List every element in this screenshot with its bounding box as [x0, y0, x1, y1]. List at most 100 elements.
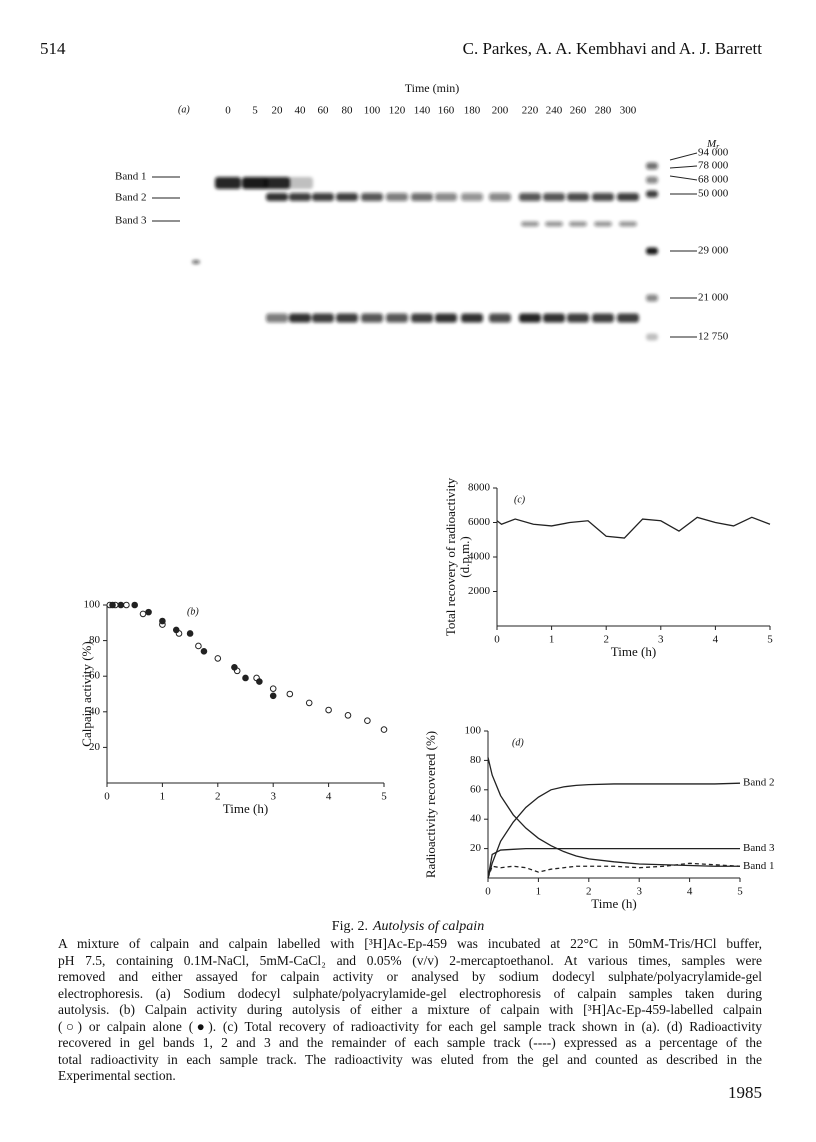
- data-point: [256, 678, 263, 685]
- y-tick-label: 60: [89, 670, 101, 682]
- x-tick-label: 1: [160, 791, 166, 803]
- lane-label: 80: [342, 105, 354, 117]
- gel-band: [361, 313, 383, 323]
- gel-band: [289, 193, 311, 201]
- data-point: [131, 601, 138, 609]
- data-line: [496, 516, 771, 539]
- y-tick-label: 80: [470, 754, 482, 766]
- gel-band: [646, 333, 658, 341]
- x-tick-label: 4: [326, 791, 332, 803]
- gel-band: [519, 313, 541, 323]
- data-point: [269, 685, 277, 692]
- marker-label: 94 000: [698, 147, 729, 159]
- gel-band: [592, 193, 614, 201]
- data-point: [305, 699, 313, 707]
- data-point: [195, 642, 202, 650]
- data-line: [487, 782, 741, 879]
- lane-label: 280: [595, 105, 612, 117]
- gel-band: [435, 193, 457, 201]
- gel-band: [619, 221, 637, 227]
- marker-label: 78 000: [698, 160, 729, 172]
- caption-line: electrophoresis. (a) Sodium dodecyl sulp…: [58, 985, 762, 1001]
- y-tick-label: 80: [89, 634, 101, 646]
- y-tick-label: 60: [470, 783, 482, 795]
- gel-band: [215, 177, 241, 189]
- panel-label: (d): [512, 737, 524, 748]
- panel-label: (c): [514, 494, 526, 505]
- x-tick-label: 3: [636, 886, 642, 898]
- gel-band: [461, 313, 483, 323]
- gel-band: [192, 260, 200, 264]
- caption-line: (○) or calpain alone (●). (c) Total reco…: [58, 1018, 762, 1034]
- lane-label: 160: [438, 105, 455, 117]
- data-point: [139, 610, 147, 618]
- gel-band: [594, 221, 612, 227]
- gel-band: [312, 313, 334, 323]
- x-tick-label: 3: [270, 791, 276, 803]
- y-tick-label: 100: [84, 599, 101, 611]
- y-axis-label: Radioactivity recovered (%): [423, 731, 438, 878]
- gel-band: [489, 193, 511, 201]
- x-tick-label: 0: [494, 634, 500, 646]
- gel-band: [567, 313, 589, 323]
- gel-band: [386, 193, 408, 201]
- gel-band: [646, 190, 658, 198]
- gel-band: [461, 193, 483, 201]
- gel-band: [519, 193, 541, 201]
- footer-page-number: 1985: [728, 1083, 762, 1102]
- y-tick-label: 4000: [468, 551, 491, 563]
- gel-band: [336, 313, 358, 323]
- gel-band: [569, 221, 587, 227]
- gel-band: [646, 294, 658, 302]
- gel-band: [266, 313, 288, 323]
- lane-label: 240: [546, 105, 563, 117]
- caption-label: Fig. 2.: [332, 919, 368, 934]
- y-axis-label: (d.p.m.): [457, 536, 472, 578]
- gel-band: [543, 193, 565, 201]
- gel-band: [361, 193, 383, 201]
- marker-pointer: [669, 152, 698, 161]
- caption-line: recovered in gel bands 1, 2 and 3 and th…: [58, 1035, 762, 1050]
- gel-band: [336, 193, 358, 201]
- caption-line: Experimental section.: [58, 1068, 176, 1083]
- x-tick-label: 2: [215, 791, 221, 803]
- gel-band: [489, 313, 511, 323]
- data-point: [364, 717, 371, 725]
- data-point: [200, 647, 208, 655]
- x-tick-label: 0: [104, 791, 110, 803]
- x-tick-label: 4: [687, 886, 693, 898]
- lane-label: 120: [389, 105, 406, 117]
- authors: C. Parkes, A. A. Kembhavi and A. J. Barr…: [463, 39, 763, 58]
- data-point: [172, 626, 180, 634]
- y-tick-label: 100: [465, 725, 482, 737]
- y-tick-label: 6000: [468, 516, 491, 528]
- marker-title-main: M: [706, 138, 717, 150]
- gel-axis-title: Time (min): [405, 81, 460, 95]
- gel-band: [312, 193, 334, 201]
- data-point: [231, 664, 238, 671]
- marker-title: Mr: [706, 138, 720, 151]
- lane-label: 140: [414, 105, 431, 117]
- y-tick-label: 2000: [468, 585, 491, 597]
- x-axis-label: Time (h): [223, 801, 268, 816]
- gel-band: [646, 162, 658, 170]
- band-label: Band 1: [115, 171, 146, 183]
- lane-label: 300: [620, 105, 637, 117]
- x-tick-label: 4: [713, 634, 719, 646]
- gel-band: [617, 193, 639, 201]
- y-axis-label: Calpain activity (%): [79, 641, 94, 746]
- marker-label: 12 750: [698, 331, 729, 343]
- line-label: Band 1: [743, 860, 774, 872]
- lane-label: 40: [295, 105, 307, 117]
- caption-line: A mixture of calpain and calpain labelle…: [58, 936, 762, 951]
- gel-band: [543, 313, 565, 323]
- x-tick-label: 1: [536, 886, 542, 898]
- x-tick-label: 5: [767, 634, 773, 646]
- gel-band: [264, 177, 290, 189]
- data-point: [380, 726, 388, 733]
- x-axis-label: Time (h): [611, 644, 656, 659]
- marker-label: 68 000: [698, 174, 729, 186]
- data-point: [325, 706, 332, 714]
- data-line: [487, 757, 740, 867]
- gel-band: [646, 176, 658, 184]
